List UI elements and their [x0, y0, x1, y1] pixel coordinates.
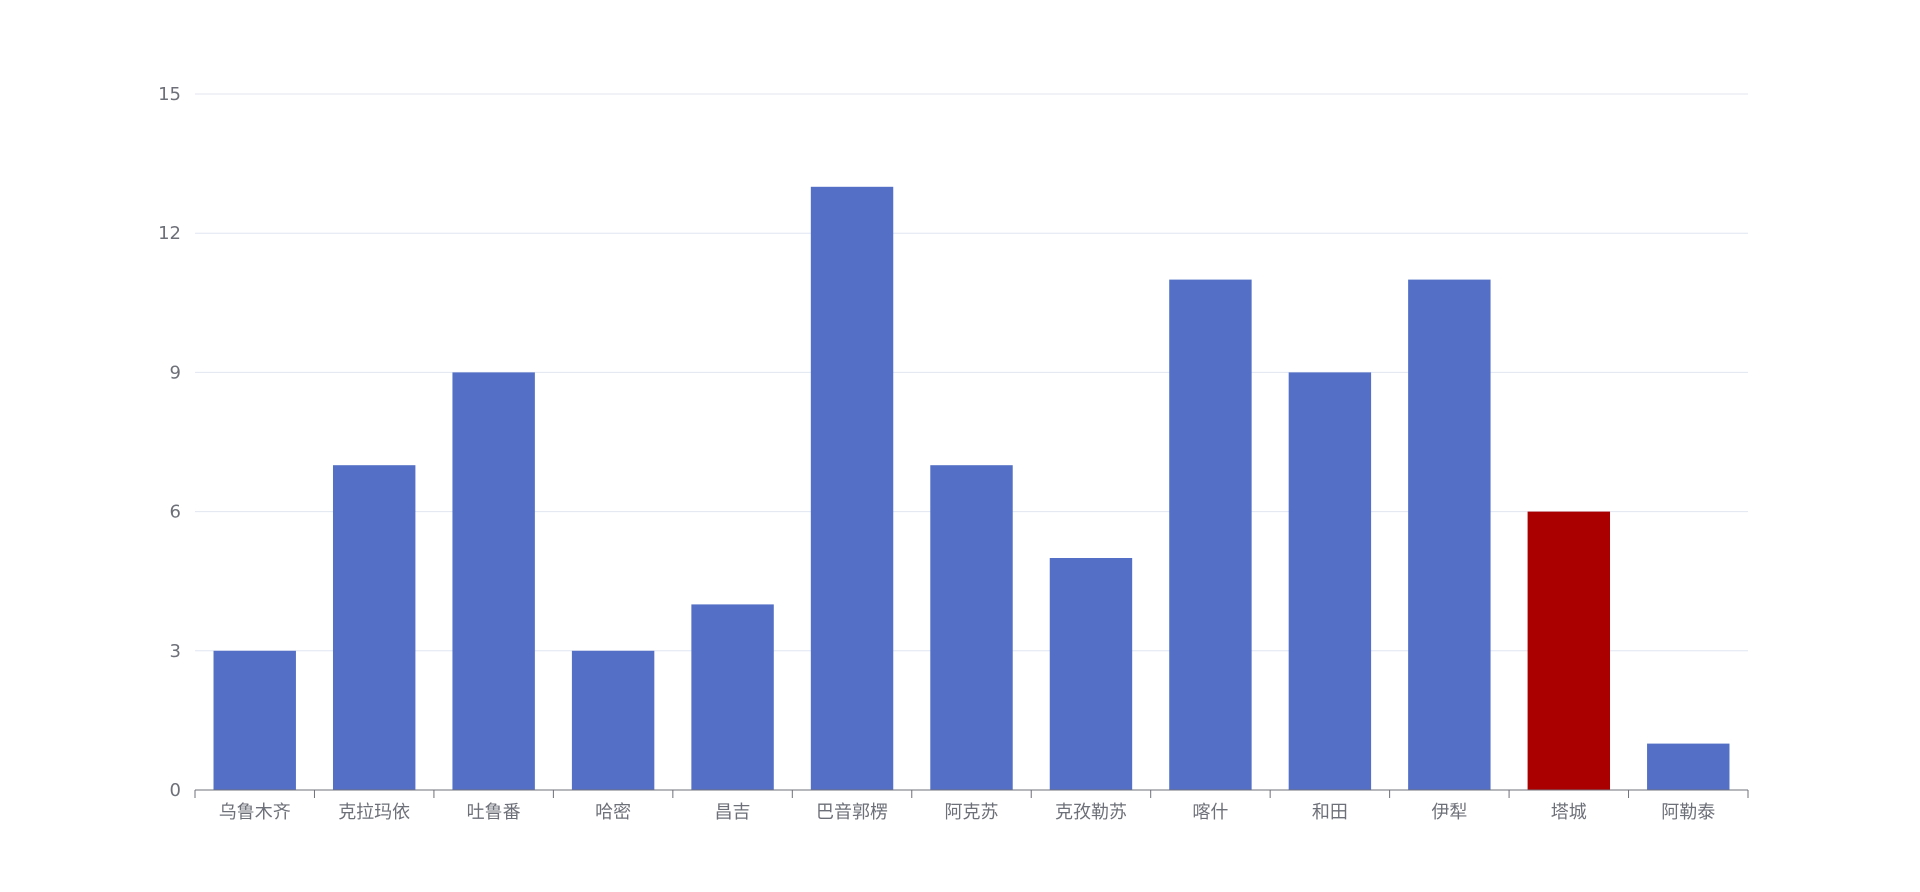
y-tick-label: 3 — [170, 641, 181, 662]
y-tick-label: 6 — [170, 502, 181, 523]
bar-6[interactable] — [810, 186, 894, 791]
bar-13[interactable] — [1647, 743, 1730, 790]
x-tick-label: 克孜勒苏 — [1055, 802, 1127, 823]
x-tick-label: 阿克苏 — [945, 802, 999, 823]
bar-10[interactable] — [1288, 372, 1372, 790]
x-tick-label: 阿勒泰 — [1661, 802, 1715, 823]
x-tick-label: 巴音郭楞 — [816, 802, 888, 823]
bar-7[interactable] — [930, 465, 1013, 790]
bars — [213, 186, 1730, 791]
x-tick-label: 伊犁 — [1431, 802, 1467, 823]
x-tick-label: 塔城 — [1551, 802, 1587, 823]
bar-11[interactable] — [1408, 279, 1491, 790]
y-tick-label: 12 — [158, 223, 181, 244]
y-tick-label: 9 — [170, 362, 181, 383]
y-tick-label: 15 — [158, 84, 181, 105]
x-tick-label: 喀什 — [1192, 802, 1228, 823]
bar-3[interactable] — [452, 372, 535, 790]
bar-4[interactable] — [571, 650, 655, 790]
x-axis-labels: 乌鲁木齐 克拉玛依 吐鲁番 哈密 昌吉 巴音郭楞 阿克苏 克孜勒苏 喀什 和田 伊犁 塔城 阿勒泰 — [219, 802, 1716, 823]
x-tick-label: 乌鲁木齐 — [219, 802, 291, 823]
x-tick-label: 克拉玛依 — [338, 802, 410, 823]
bar-1[interactable] — [213, 650, 296, 790]
y-axis-labels: 0 3 6 9 12 15 — [158, 84, 181, 801]
bar-12[interactable] — [1527, 511, 1611, 790]
x-axis — [194, 789, 1749, 798]
bar-2[interactable] — [332, 465, 416, 790]
bar-5[interactable] — [691, 604, 774, 790]
x-tick-label: 吐鲁番 — [467, 802, 521, 823]
x-tick-label: 和田 — [1312, 802, 1348, 823]
bar-8[interactable] — [1049, 558, 1133, 790]
x-tick-label: 昌吉 — [715, 802, 751, 823]
x-tick-label: 哈密 — [595, 802, 631, 823]
bar-9[interactable] — [1169, 279, 1252, 790]
y-tick-label: 0 — [170, 780, 181, 801]
